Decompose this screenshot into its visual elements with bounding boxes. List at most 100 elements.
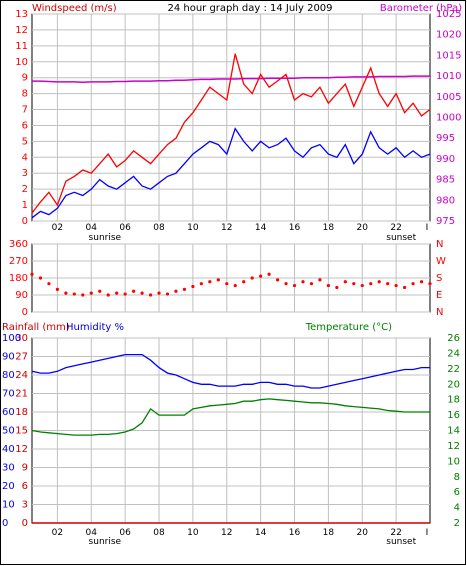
direction-point: [377, 280, 381, 284]
direction-point: [115, 291, 119, 295]
windspeed-tick-label: 7: [22, 105, 28, 116]
windspeed-tick-label: 6: [22, 120, 28, 131]
direction-point: [250, 276, 254, 280]
wind-right-ticks: 975 980 985 990 995 1000 1005 1010 1015 1020 1025: [436, 9, 461, 227]
temperature-tick-label: 6: [454, 487, 460, 498]
barometer-tick-label: 980: [436, 195, 455, 206]
direction-compass-label: N: [436, 239, 443, 250]
barometer-tick-label: 1020: [436, 30, 461, 41]
direction-degree-label: 360: [9, 239, 28, 250]
direction-point: [284, 282, 288, 286]
humidity-tick-label: 20: [2, 481, 15, 492]
direction-compass-label: S: [436, 273, 442, 284]
direction-degree-label: 0: [22, 307, 28, 318]
sunrise-label-bottom: sunrise: [89, 537, 122, 547]
chart-title: 24 hour graph day : 14 July 2009: [167, 3, 332, 14]
temperature-line: [31, 398, 430, 436]
direction-point: [369, 282, 373, 286]
x-tick-label: 18: [323, 528, 335, 538]
x-tick-label: 04: [86, 223, 98, 233]
direction-point: [352, 282, 356, 286]
direction-point: [98, 289, 102, 293]
direction-point: [419, 280, 424, 284]
barometer-tick-label: 985: [436, 175, 455, 186]
temperature-tick-label: 8: [454, 472, 460, 483]
temperature-tick-label: 10: [447, 456, 460, 467]
direction-point: [335, 285, 339, 290]
rainfall-tick-label: 3: [22, 500, 28, 511]
direction-grid: [32, 243, 430, 313]
x-tick-label: 12: [221, 223, 232, 233]
direction-point: [208, 280, 212, 284]
direction-degree-label: 90: [15, 290, 28, 301]
direction-point: [199, 282, 203, 286]
barometer-tick-label: 1010: [436, 71, 461, 82]
direction-point: [242, 280, 246, 284]
rainfall-tick-label: 9: [22, 463, 28, 474]
rainfall-tick-label: 0: [22, 518, 28, 529]
rainfall-tick-label: 27: [15, 352, 28, 363]
direction-point: [275, 278, 280, 282]
temperature-tick-label: 14: [447, 426, 460, 437]
x-tick-label: 14: [255, 528, 267, 538]
direction-compass-label: W: [436, 256, 446, 267]
direction-point: [394, 283, 398, 288]
x-tick-label: I: [426, 223, 429, 233]
windspeed-tick-label: 13: [15, 9, 28, 20]
temperature-tick-label: 4: [454, 503, 460, 514]
direction-compass-label: E: [436, 290, 442, 301]
humidity-line: [31, 353, 430, 389]
barometer-tick-label: 990: [436, 154, 455, 165]
direction-points: [30, 272, 432, 297]
direction-point: [259, 274, 263, 278]
direction-compass-label: N: [436, 307, 443, 318]
windspeed-axis-label: Windspeed (m/s): [32, 3, 117, 14]
humidity-tick-label: 90: [2, 352, 15, 363]
x-tick-label: 18: [323, 223, 335, 233]
direction-point: [318, 278, 322, 282]
barometer-tick-label: 1015: [436, 50, 461, 61]
barometer-tick-label: 1005: [436, 92, 461, 103]
direction-point: [64, 291, 68, 295]
direction-point: [148, 293, 153, 297]
windspeed-tick-label: 1: [22, 200, 28, 211]
direction-point: [72, 292, 76, 296]
direction-point: [174, 289, 178, 293]
barometer-tick-label: 1000: [436, 113, 461, 124]
direction-degree-label: 270: [9, 256, 28, 267]
direction-point: [89, 291, 93, 295]
direction-point: [428, 282, 432, 286]
direction-point: [30, 272, 34, 276]
temperature-tick-label: 26: [447, 333, 460, 344]
x-tick-label: 10: [187, 528, 199, 538]
direction-point: [411, 282, 415, 286]
direction-point: [165, 292, 170, 296]
x-tick-label: 02: [52, 223, 63, 233]
direction-point: [132, 289, 136, 293]
direction-point: [225, 282, 229, 286]
direction-point: [233, 283, 237, 288]
direction-point: [360, 283, 364, 288]
rainfall-axis-label: Rainfall (mm): [2, 322, 70, 333]
humidity-tick-label: 70: [2, 389, 15, 400]
barometer-tick-label: 995: [436, 133, 455, 144]
x-tick-label: 10: [187, 223, 199, 233]
rainfall-tick-label: 24: [15, 370, 28, 381]
humidity-tick-label: 40: [2, 444, 15, 455]
barometer-axis-label: Barometer (hPa): [380, 3, 462, 14]
direction-point: [123, 292, 127, 296]
direction-point: [267, 272, 271, 276]
x-tick-label: 08: [153, 528, 165, 538]
windspeed-tick-label: 10: [15, 57, 28, 68]
direction-point: [343, 280, 347, 284]
x-tick-label: I: [426, 528, 429, 538]
wind-x-ticks: 02 04 06 08 10 12 14 16 18 20 22 I: [52, 223, 429, 233]
direction-point: [106, 293, 110, 297]
humidity-tick-label: 80: [2, 370, 15, 381]
wind-grid: [32, 13, 430, 222]
